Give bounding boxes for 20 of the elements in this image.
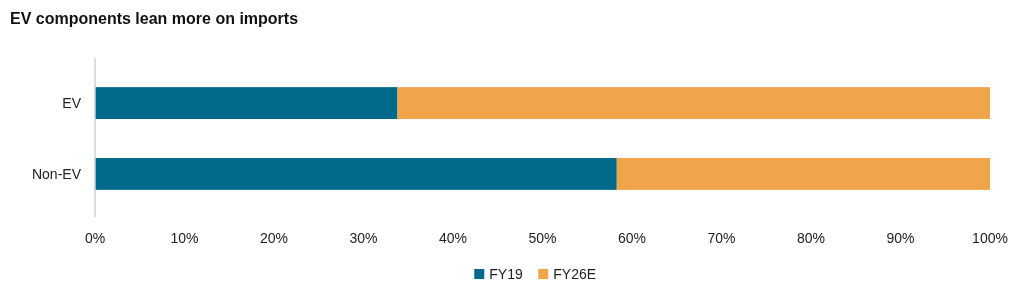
bar (616, 157, 990, 190)
x-tick-label: 100% (972, 230, 1008, 246)
bar (95, 87, 398, 120)
x-tick-label: 20% (259, 230, 289, 246)
x-tick-label: 90% (886, 230, 915, 246)
x-tick-label: 80% (796, 230, 826, 246)
y-tick-label: Non-EV (31, 165, 82, 182)
x-tick-label: 60% (617, 230, 647, 246)
legend-label: FY19 (489, 266, 523, 282)
x-tick-label: 30% (349, 230, 378, 246)
bar (397, 87, 990, 120)
x-tick-label: 40% (438, 230, 468, 246)
x-tick-label: 0% (84, 230, 106, 246)
x-tick-label: 10% (170, 230, 199, 246)
legend-label: FY26E (553, 266, 597, 282)
x-tick-label: 70% (707, 230, 736, 246)
bar (95, 157, 617, 190)
x-tick-label: 50% (528, 230, 557, 246)
chart-title: EV components lean more on imports (10, 10, 299, 27)
y-tick-label: EV (62, 94, 82, 111)
